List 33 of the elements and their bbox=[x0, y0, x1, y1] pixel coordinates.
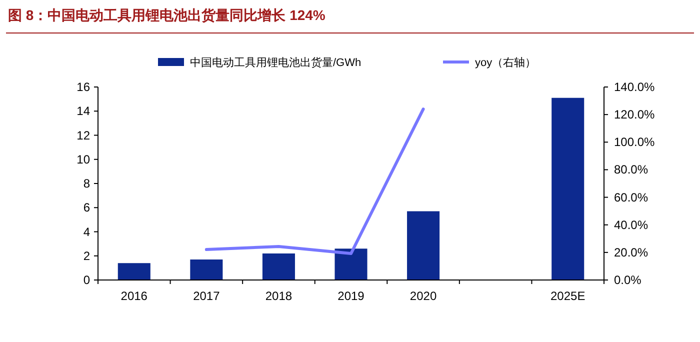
y-tick-label: 8 bbox=[83, 176, 90, 190]
y2-tick-label: 80.0% bbox=[614, 162, 648, 177]
chart-title: 图 8：中国电动工具用锂电池出货量同比增长 124% bbox=[8, 7, 326, 23]
y-tick-label: 4 bbox=[83, 224, 90, 239]
y2-tick-label: 100.0% bbox=[614, 135, 656, 150]
y2-tick-label: 0.0% bbox=[614, 273, 642, 287]
y2-tick-label: 120.0% bbox=[614, 108, 656, 122]
x-tick-label: 2025E bbox=[550, 289, 586, 303]
line-series bbox=[204, 108, 425, 256]
bar bbox=[552, 98, 584, 280]
y2-tick-label: 60.0% bbox=[614, 190, 648, 204]
y-tick-label: 16 bbox=[76, 80, 90, 94]
bar bbox=[334, 248, 368, 280]
x-tick-label: 2017 bbox=[193, 289, 220, 303]
bar bbox=[190, 259, 223, 280]
y-tick-label: 2 bbox=[83, 248, 90, 263]
y2-tick-label: 20.0% bbox=[614, 245, 648, 260]
y-tick-label: 10 bbox=[76, 152, 90, 166]
legend-label: yoy（右轴） bbox=[475, 56, 536, 69]
y2-tick-label: 140.0% bbox=[614, 80, 656, 94]
y-tick-label: 0 bbox=[83, 273, 90, 287]
bar bbox=[118, 263, 150, 280]
x-tick-label: 2019 bbox=[338, 289, 365, 303]
bar bbox=[262, 253, 295, 280]
x-tick-label: 2018 bbox=[265, 289, 292, 303]
y2-tick-label: 40.0% bbox=[614, 218, 648, 232]
y-tick-label: 6 bbox=[83, 200, 90, 215]
x-tick-label: 2020 bbox=[410, 289, 437, 303]
bar bbox=[407, 211, 440, 280]
y-tick-label: 12 bbox=[76, 128, 90, 142]
y-tick-label: 14 bbox=[76, 104, 90, 118]
legend-label: 中国电动工具用锂电池出货量/GWh bbox=[190, 56, 362, 69]
x-tick-label: 2016 bbox=[120, 289, 148, 303]
